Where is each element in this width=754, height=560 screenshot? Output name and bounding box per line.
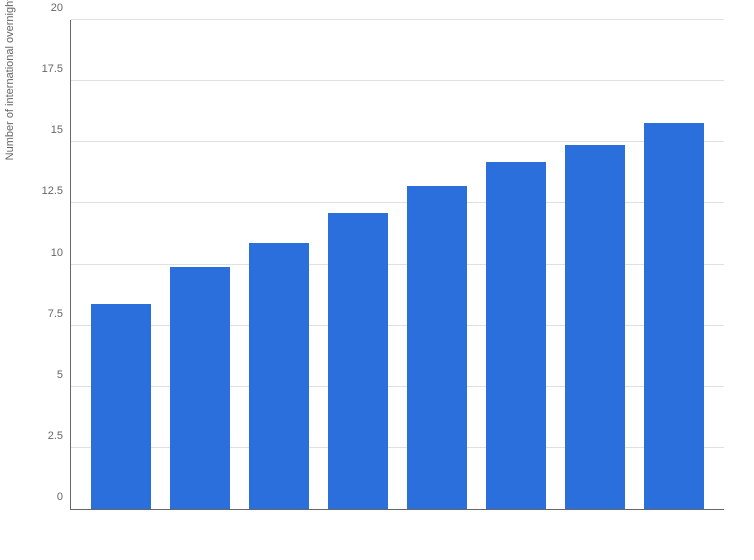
y-tick-label: 12.5 xyxy=(42,185,71,197)
bars-wrapper xyxy=(71,20,724,509)
y-tick-label: 10 xyxy=(51,247,71,259)
y-tick-label: 0 xyxy=(57,491,71,503)
bar xyxy=(91,304,151,509)
bar xyxy=(565,145,625,509)
bar xyxy=(328,213,388,509)
y-tick-label: 17.5 xyxy=(42,63,71,75)
y-axis-label: Number of international overnight visito… xyxy=(4,0,16,160)
y-tick-label: 15 xyxy=(51,124,71,136)
bar xyxy=(644,123,704,509)
chart-container: Number of international overnight visito… xyxy=(0,0,754,560)
bar xyxy=(170,267,230,509)
y-tick-label: 2.5 xyxy=(48,430,71,442)
y-tick-label: 20 xyxy=(51,2,71,14)
y-tick-label: 5 xyxy=(57,369,71,381)
y-tick-label: 7.5 xyxy=(48,308,71,320)
bar xyxy=(407,186,467,509)
plot-area: 02.557.51012.51517.520 xyxy=(70,20,724,510)
bar xyxy=(249,243,309,510)
bar xyxy=(486,162,546,509)
